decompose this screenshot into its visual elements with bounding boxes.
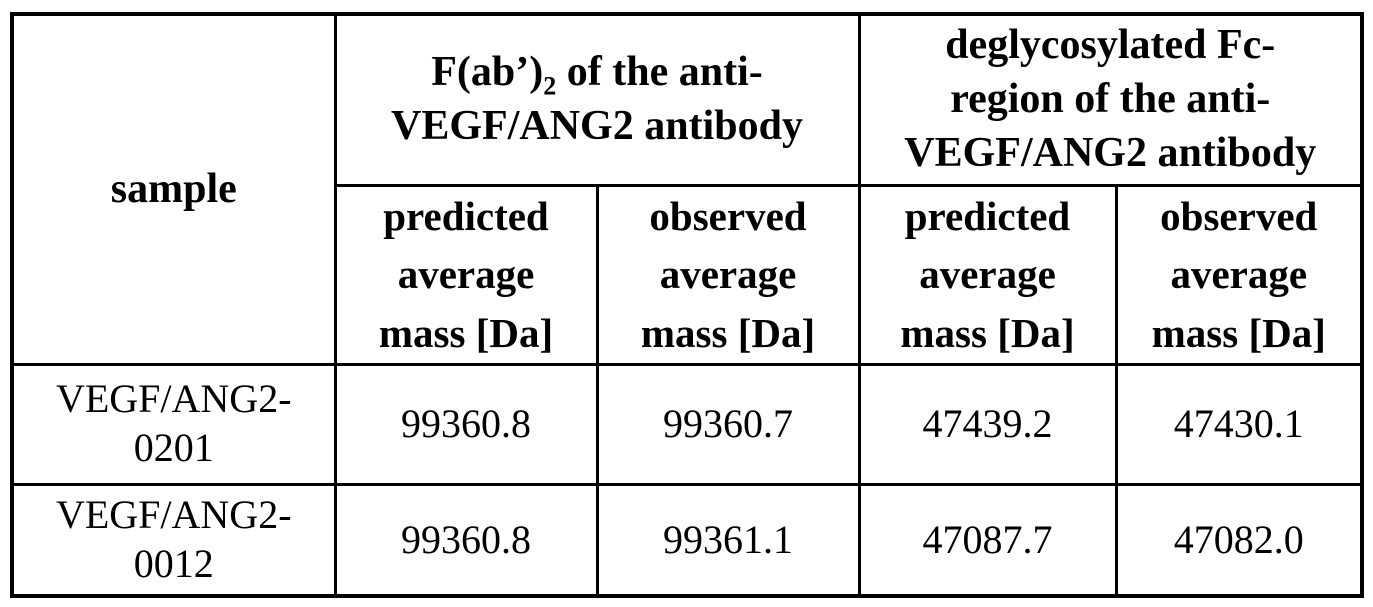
sample-name-cell: VEGF/ANG2- 0012 — [10, 482, 337, 598]
group-header-fab2-prefix: F(ab’) — [431, 49, 544, 95]
table-row-vegf-ang2-0012: VEGF/ANG2- 0012 99360.8 99361.1 47087.7 … — [10, 482, 1364, 598]
subheader-observed-mass-fc: observed average mass [Da] — [1114, 183, 1364, 366]
sample-column-header: sample — [10, 12, 337, 366]
sub-header-row: predicted average mass [Da] observed ave… — [12, 183, 1364, 366]
subheader-observed-mass-fab2: observed average mass [Da] — [595, 183, 861, 366]
group-header-fab2: F(ab’)2 of the anti- VEGF/ANG2 antibody — [333, 12, 861, 187]
value-cell-observed-fc: 47082.0 — [1114, 482, 1364, 598]
value-cell-predicted-fab2: 99360.8 — [333, 362, 599, 486]
subheader-predicted-mass-fc: predicted average mass [Da] — [857, 183, 1118, 366]
group-header-fab2-subscript: 2 — [543, 71, 557, 101]
antibody-mass-table: sample F(ab’)2 of the anti- VEGF/ANG2 an… — [10, 12, 1364, 598]
value-cell-predicted-fc: 47087.7 — [857, 482, 1118, 598]
group-header-fab2-suffix: of the anti- VEGF/ANG2 antibody — [391, 49, 803, 149]
value-cell-observed-fab2: 99361.1 — [595, 482, 861, 598]
subheader-predicted-mass-fab2: predicted average mass [Da] — [333, 183, 599, 366]
group-header-row: sample F(ab’)2 of the anti- VEGF/ANG2 an… — [10, 12, 1364, 366]
sample-name-cell: VEGF/ANG2- 0201 — [10, 362, 337, 486]
table-row-vegf-ang2-0201: VEGF/ANG2- 0201 99360.8 99360.7 47439.2 … — [10, 362, 1364, 486]
value-cell-observed-fab2: 99360.7 — [595, 362, 861, 486]
group-header-deglycosylated-fc: deglycosylated Fc- region of the anti- V… — [857, 12, 1364, 187]
value-cell-observed-fc: 47430.1 — [1114, 362, 1364, 486]
value-cell-predicted-fab2: 99360.8 — [333, 482, 599, 598]
value-cell-predicted-fc: 47439.2 — [857, 362, 1118, 486]
